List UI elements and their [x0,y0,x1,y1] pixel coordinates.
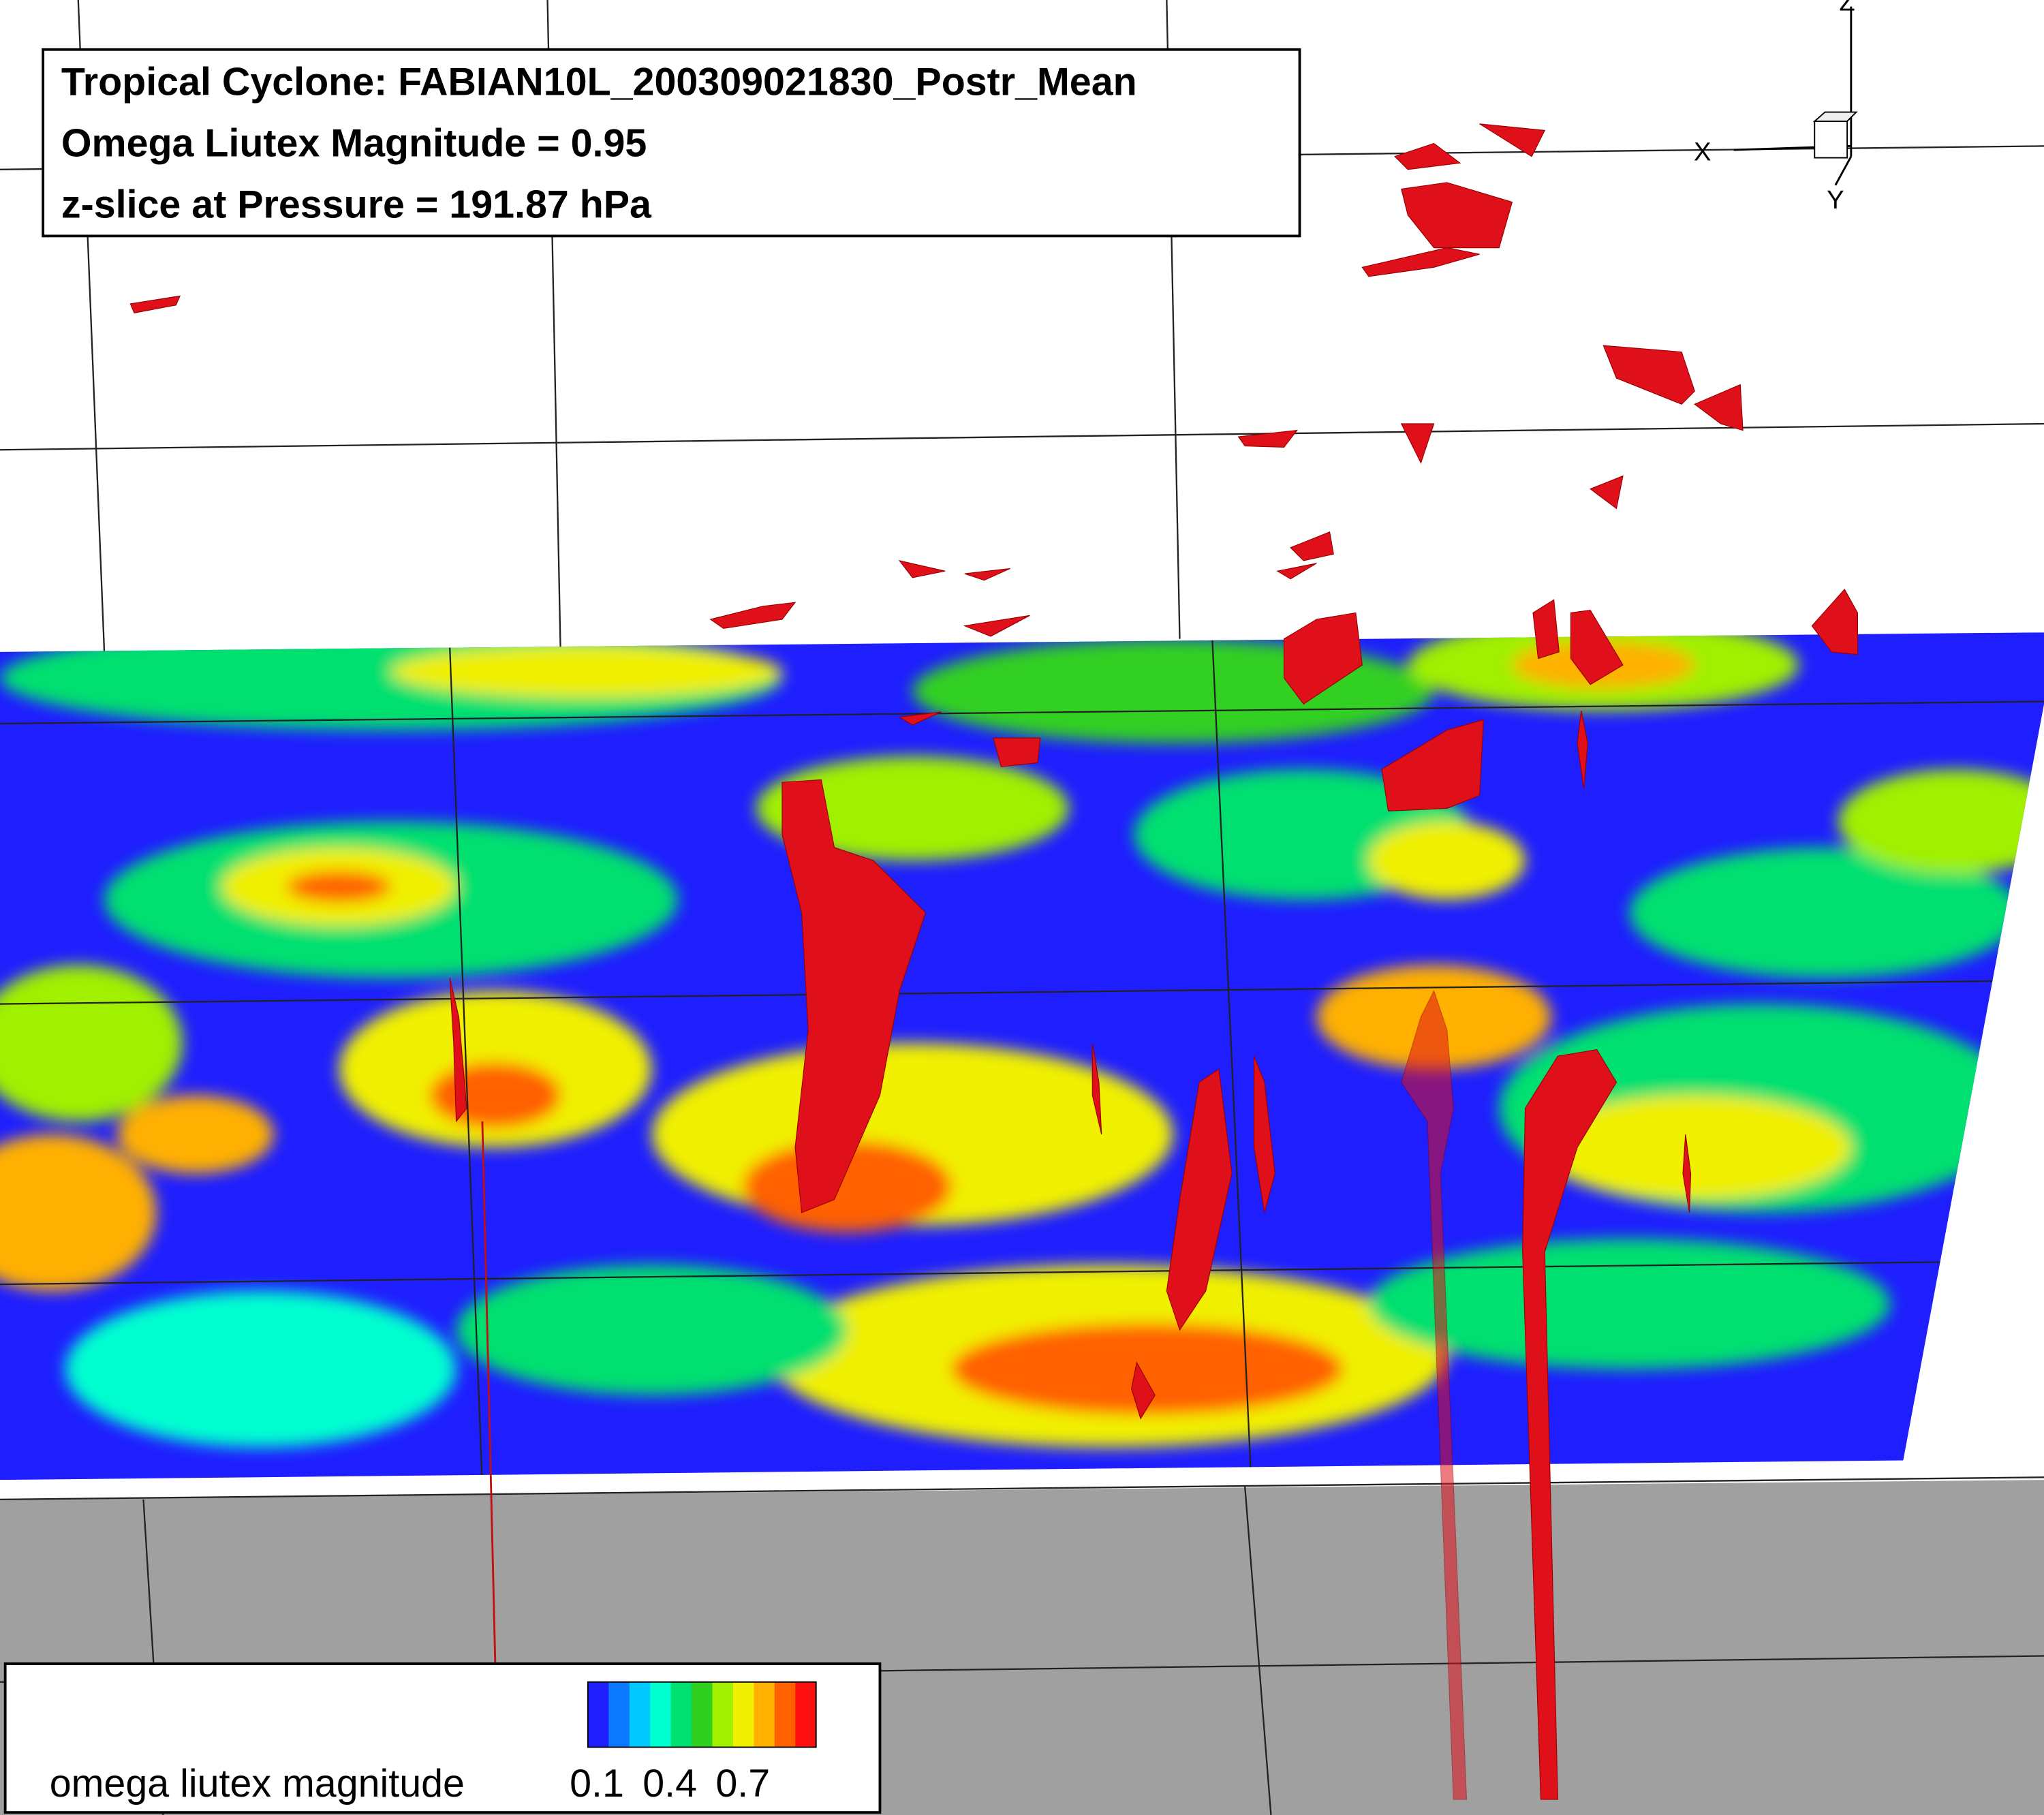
colorbar-band [712,1681,734,1748]
axis-label-x: X [1694,137,1712,166]
colorbar-band [650,1681,672,1748]
colorbar-band [732,1681,754,1748]
colorbar-band [692,1681,713,1748]
colorbar-tick-label: 0.7 [715,1762,770,1805]
axis-label-z: Z [1839,0,1855,16]
axis-triad: Z X Y [1694,0,1858,215]
colorbar-band [670,1681,692,1748]
colorbar-band [774,1681,796,1748]
vortex-isosurfaces [129,123,1858,1800]
colorbar-band [629,1681,651,1748]
legend: omega liutex magnitude 0.1 0.4 0.7 [3,1662,882,1814]
colorbar-band [587,1681,609,1748]
colorbar-band [608,1681,630,1748]
colorbar-tick-label: 0.1 [570,1762,624,1805]
colorbar-band [795,1681,817,1748]
title-line: z-slice at Pressure = 191.87 hPa [61,183,652,227]
title-line: Tropical Cyclone: FABIAN10L_200309021830… [61,61,1137,104]
colorbar-frame [587,1681,817,1748]
title-box: Tropical Cyclone: FABIAN10L_200309021830… [42,48,1301,238]
contour-slice [0,632,2044,1480]
title-line: Omega Liutex Magnitude = 0.95 [61,122,647,166]
axis-label-y: Y [1827,185,1844,215]
colorbar-tick-label: 0.4 [642,1762,697,1805]
legend-label: omega liutex magnitude [50,1762,465,1805]
colorbar-band [754,1681,775,1748]
